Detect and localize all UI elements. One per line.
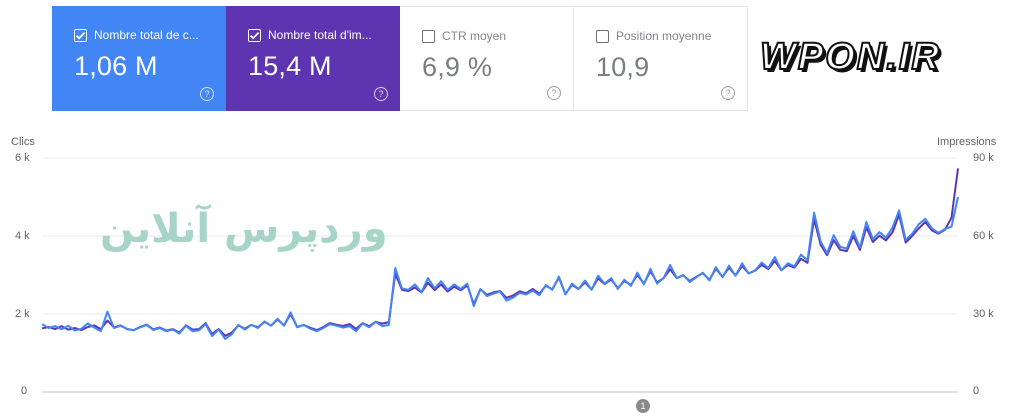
metric-card-clicks[interactable]: Nombre total de c... 1,06 M ?	[52, 6, 226, 111]
metric-label: CTR moyen	[442, 29, 507, 43]
metric-card-header: Position moyenne	[596, 29, 747, 43]
checkbox-checked-icon[interactable]	[248, 28, 261, 42]
y-right-tick: 0	[973, 385, 980, 397]
y-axis-left-title: Clics	[11, 136, 35, 148]
y-left-tick: 6 k	[15, 152, 30, 164]
watermark-text: وردپرس آنلاین	[100, 206, 388, 252]
help-icon[interactable]: ?	[547, 86, 561, 100]
y-left-tick: 0	[21, 385, 28, 397]
y-right-tick: 30 k	[973, 308, 994, 320]
metric-value: 15,4 M	[248, 51, 332, 81]
y-axis-right-title: Impressions	[937, 136, 997, 148]
y-right-tick: 90 k	[973, 152, 994, 164]
checkbox-unchecked-icon[interactable]	[422, 29, 435, 43]
y-right-tick: 60 k	[973, 230, 994, 242]
metric-card-impressions[interactable]: Nombre total d'im... 15,4 M ?	[226, 6, 400, 111]
metric-card-ctr[interactable]: CTR moyen 6,9 % ?	[400, 6, 574, 111]
y-left-tick: 2 k	[15, 308, 30, 320]
series-line-clicks	[41, 196, 959, 340]
help-icon[interactable]: ?	[200, 87, 214, 101]
metric-card-header: CTR moyen	[422, 29, 573, 43]
metric-label: Nombre total d'im...	[268, 28, 372, 42]
checkbox-checked-icon[interactable]	[74, 28, 87, 42]
annotation-marker[interactable]: 1	[636, 399, 650, 413]
metric-cards: Nombre total de c... 1,06 M ? Nombre tot…	[52, 6, 748, 111]
brand-logo: WPON.IR	[759, 35, 941, 79]
metric-card-header: Nombre total d'im...	[248, 28, 400, 42]
metric-card-position[interactable]: Position moyenne 10,9 ?	[574, 6, 748, 111]
metric-label: Nombre total de c...	[94, 28, 199, 42]
metric-card-header: Nombre total de c...	[74, 28, 226, 42]
metric-value: 1,06 M	[74, 51, 158, 81]
help-icon[interactable]: ?	[721, 86, 735, 100]
metric-value: 10,9	[596, 52, 650, 82]
metric-value: 6,9 %	[422, 52, 493, 82]
series-line-impressions	[41, 168, 959, 337]
help-icon[interactable]: ?	[374, 87, 388, 101]
y-left-tick: 4 k	[15, 230, 30, 242]
metric-label: Position moyenne	[616, 29, 712, 43]
checkbox-unchecked-icon[interactable]	[596, 29, 609, 43]
